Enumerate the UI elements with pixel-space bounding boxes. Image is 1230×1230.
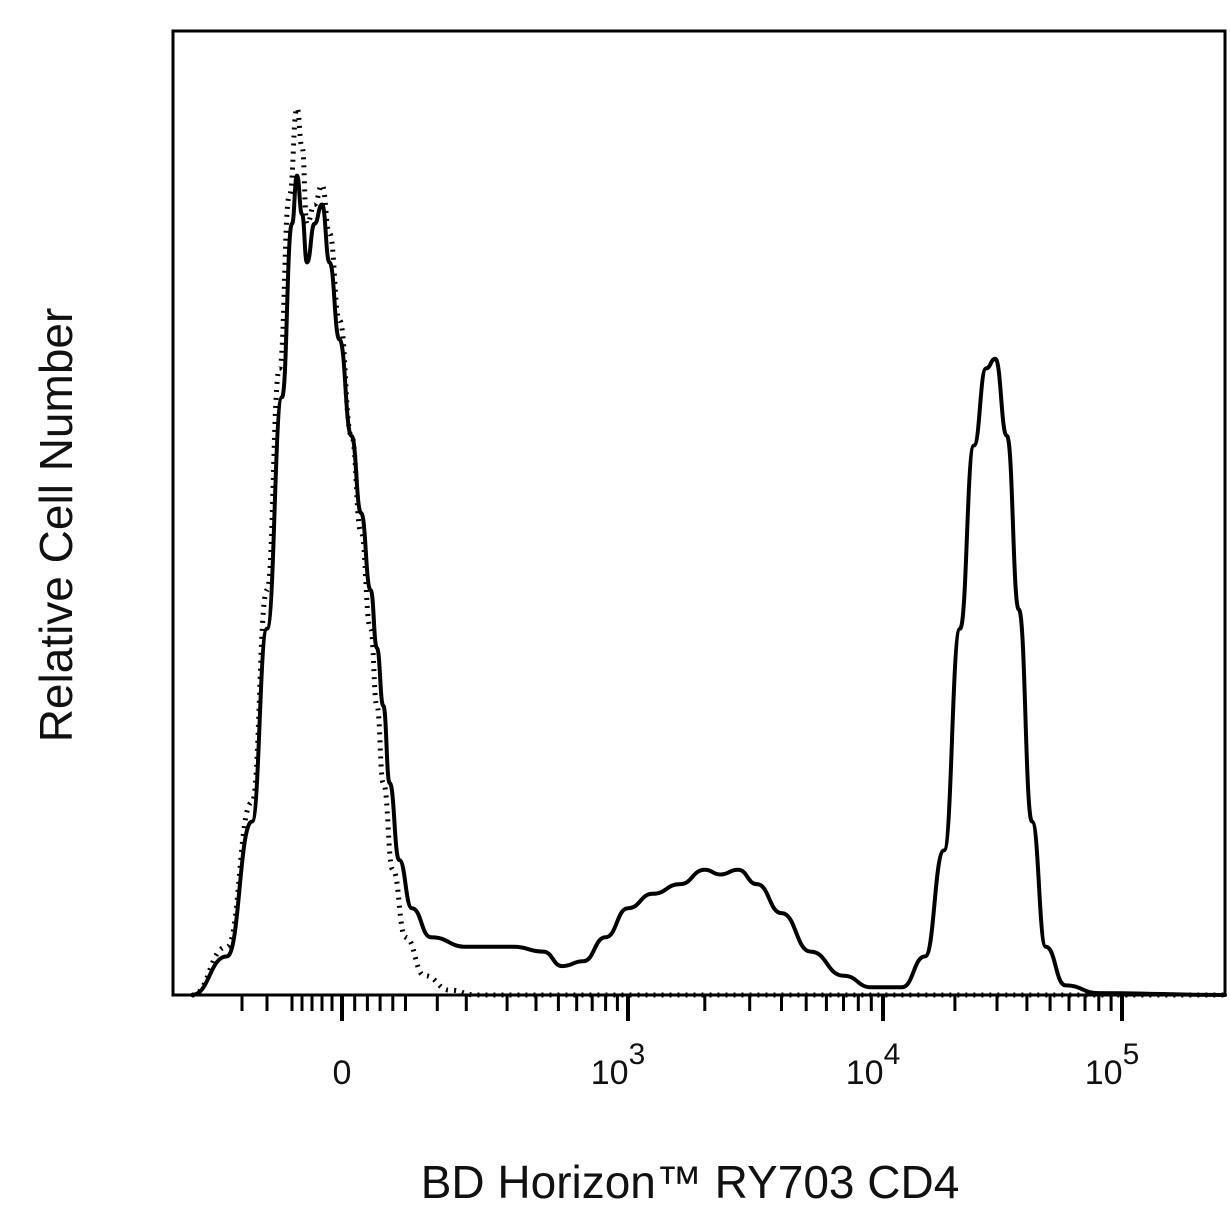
- plot-frame: [171, 29, 1227, 997]
- x-axis-tick-labels: 0 103 104 105: [333, 1038, 1140, 1092]
- x-tick-label: 0: [333, 1054, 352, 1092]
- stained-sample-curve: [190, 173, 1227, 997]
- x-tick-label: 105: [1085, 1038, 1140, 1092]
- y-axis-title: Relative Cell Number: [30, 308, 82, 743]
- x-tick-label: 104: [846, 1038, 901, 1092]
- x-axis-minor-ticks: [240, 995, 1124, 1021]
- isotype-control-curve: [191, 105, 1225, 998]
- series-layer: [190, 105, 1227, 998]
- x-tick-label: 103: [591, 1038, 646, 1092]
- x-axis-title: BD Horizon™ RY703 CD4: [421, 1156, 960, 1208]
